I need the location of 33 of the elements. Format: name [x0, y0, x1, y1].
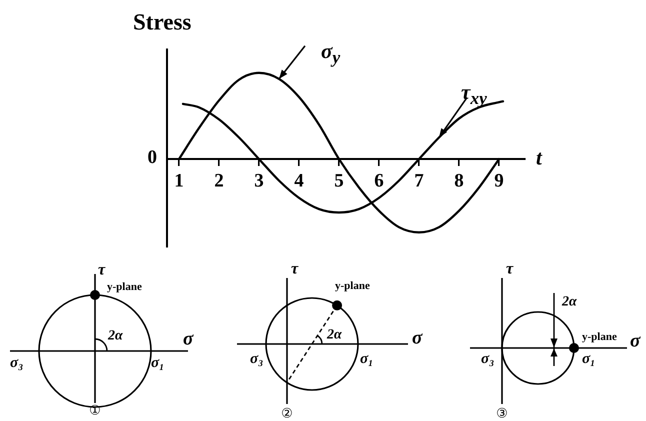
- text: y-plane: [582, 331, 617, 343]
- x-tick-label: 1: [174, 170, 184, 192]
- x-tick-label: 9: [494, 170, 504, 192]
- text: σ: [183, 328, 194, 350]
- text: τ: [291, 260, 299, 278]
- x-tick-label: 6: [374, 170, 384, 192]
- text: σ₃: [250, 351, 264, 367]
- text: ③: [496, 406, 508, 421]
- text: τ: [506, 260, 514, 278]
- text: 2α: [326, 328, 342, 342]
- x-tick-label: 4: [294, 170, 304, 192]
- text: σ: [630, 330, 641, 352]
- chart-title: Stress: [133, 10, 192, 35]
- text: σ: [412, 328, 423, 348]
- legend-label: σ$_{y}$: [321, 38, 340, 68]
- text: 2α: [107, 328, 123, 344]
- text: y-plane: [107, 281, 142, 293]
- text: σ₁: [582, 351, 596, 367]
- x-tick-label: 2: [214, 170, 224, 192]
- text: ②: [281, 406, 293, 421]
- text: 2α: [561, 294, 577, 310]
- x-tick-label: 7: [414, 170, 424, 192]
- text: 0: [148, 146, 157, 168]
- x-tick-label: 5: [334, 170, 344, 192]
- text: σ₁: [151, 355, 164, 371]
- text: y-plane: [335, 280, 370, 292]
- text: σ₃: [10, 355, 24, 371]
- text: σ₁: [360, 351, 374, 367]
- x-tick-label: 3: [254, 170, 264, 192]
- text: σ₃: [481, 351, 494, 367]
- x-axis-title: t: [536, 145, 543, 170]
- x-tick-label: 8: [454, 170, 464, 192]
- text: τ: [98, 262, 106, 278]
